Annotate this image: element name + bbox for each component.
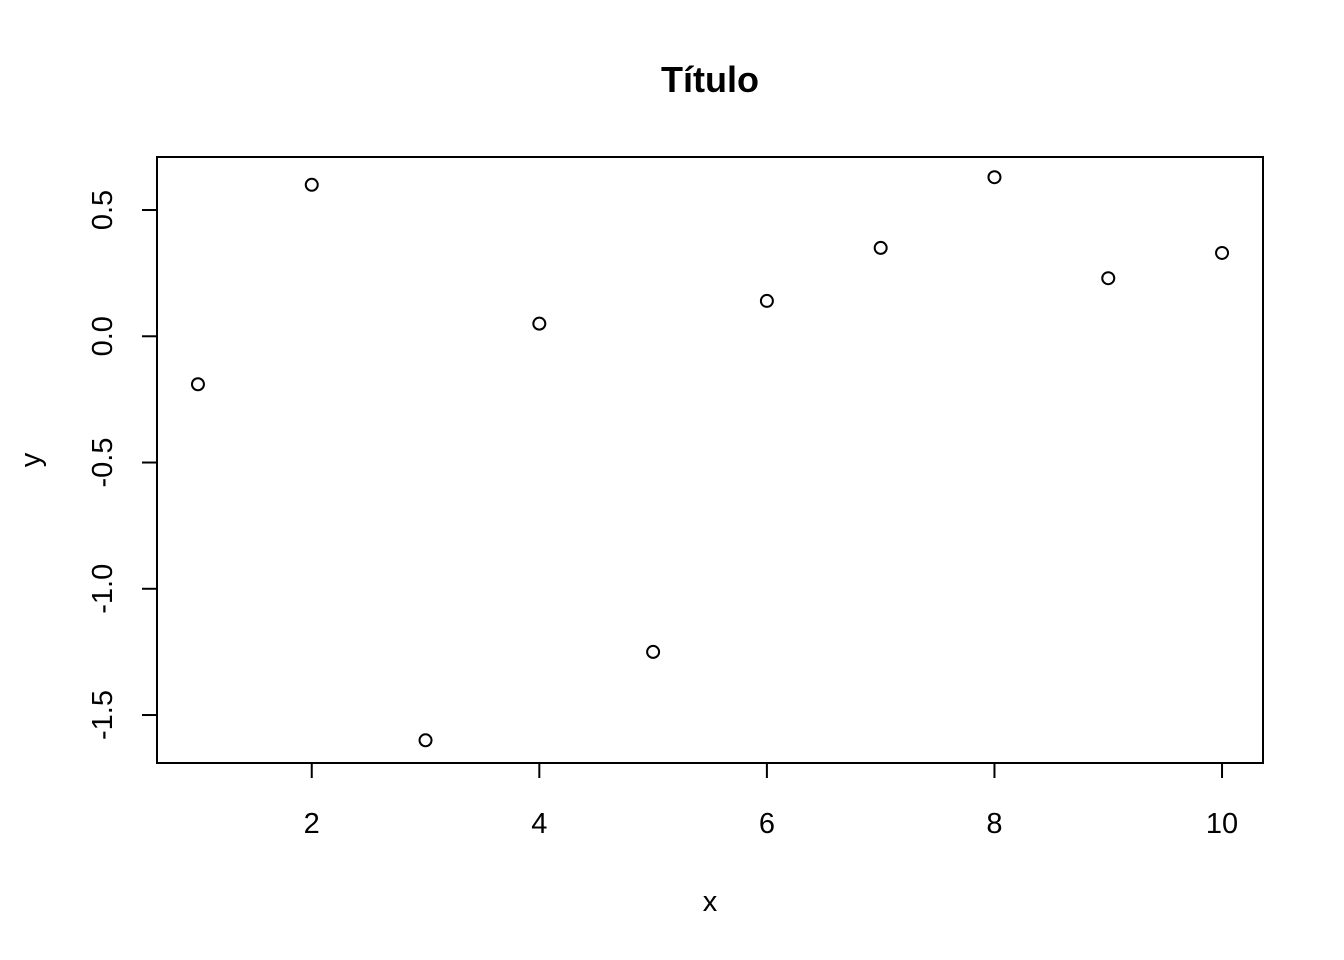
data-point — [646, 644, 661, 659]
y-tick-label: 0.5 — [87, 190, 119, 230]
data-point — [418, 733, 433, 748]
x-tick-label: 10 — [1206, 808, 1238, 840]
x-tick-label: 2 — [304, 808, 320, 840]
x-tick-label: 6 — [759, 808, 775, 840]
y-axis: -1.5 -1.0 -0.5 0.0 0.5 — [87, 190, 158, 740]
x-tick-label: 8 — [986, 808, 1002, 840]
y-tick-label: -1.5 — [87, 690, 119, 740]
x-axis-label: x — [703, 886, 718, 918]
y-tick-label: -0.5 — [87, 438, 119, 488]
data-point — [1215, 245, 1230, 260]
y-tick-label: 0.0 — [87, 316, 119, 356]
plot-area — [156, 156, 1264, 764]
chart-title: Título — [661, 59, 759, 100]
data-points — [190, 170, 1230, 748]
data-point — [759, 293, 774, 308]
data-point — [987, 170, 1002, 185]
x-tick-label: 4 — [531, 808, 547, 840]
data-point — [532, 316, 547, 331]
data-point — [873, 240, 888, 255]
y-tick-label: -1.0 — [87, 564, 119, 614]
data-point — [190, 377, 205, 392]
y-axis-label: y — [15, 452, 47, 467]
x-axis: 2 4 6 8 10 — [304, 762, 1238, 840]
data-point — [1101, 271, 1116, 286]
data-point — [304, 177, 319, 192]
